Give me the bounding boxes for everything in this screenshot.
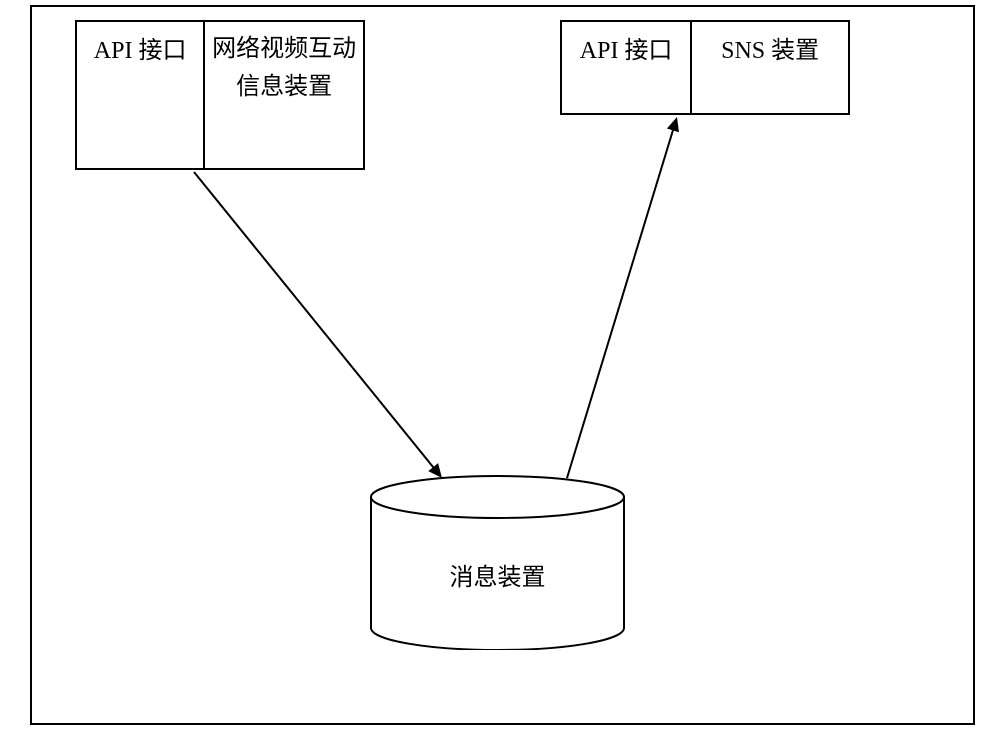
api-interface-cell-right: API 接口 [562, 22, 690, 113]
api-interface-label-right: API 接口 [580, 38, 673, 64]
api-interface-label-left: API 接口 [94, 38, 187, 64]
sns-device-label: SNS 装置 [721, 38, 819, 64]
right-box-group: API 接口 SNS 装置 [560, 20, 850, 115]
video-interaction-device-cell: 网络视频互动信息装置 [203, 22, 363, 168]
message-device-cylinder: 消息装置 [370, 475, 625, 650]
left-box-group: API 接口 网络视频互动信息装置 [75, 20, 365, 170]
message-device-label: 消息装置 [450, 565, 546, 591]
video-interaction-device-label: 网络视频互动信息装置 [212, 36, 356, 100]
api-interface-cell-left: API 接口 [77, 22, 203, 168]
sns-device-cell: SNS 装置 [690, 22, 848, 113]
